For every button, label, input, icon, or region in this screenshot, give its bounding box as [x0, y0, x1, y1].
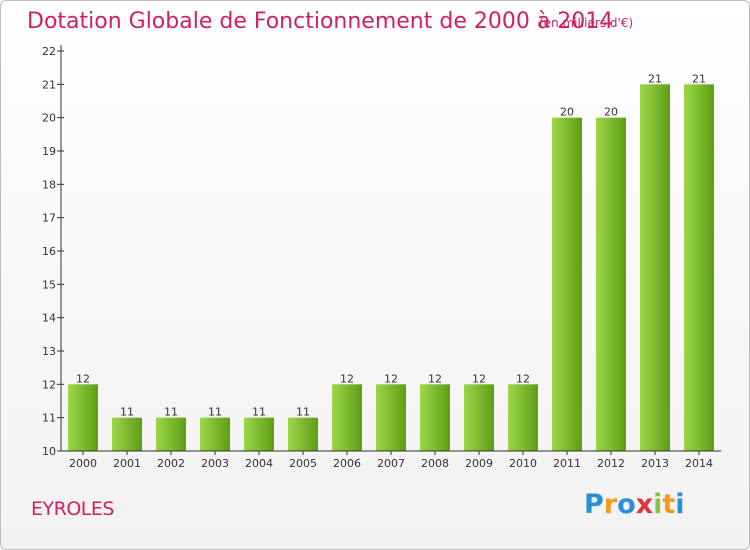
bar: [112, 417, 142, 451]
bar: [508, 384, 538, 451]
chart-title: Dotation Globale de Fonctionnement de 20…: [27, 9, 614, 34]
y-tick-label: 20: [42, 112, 56, 125]
logo-letter: r: [603, 489, 618, 520]
x-tick-label: 2011: [553, 457, 581, 470]
bar-value-label: 11: [164, 406, 178, 419]
bar: [376, 384, 406, 451]
bar: [640, 84, 670, 451]
x-tick-label: 2003: [201, 457, 229, 470]
y-tick-label: 11: [42, 412, 56, 425]
bar-value-label: 11: [296, 406, 310, 419]
bar: [288, 417, 318, 451]
y-tick-label: 18: [42, 178, 56, 191]
y-tick-label: 17: [42, 212, 56, 225]
y-tick-label: 16: [42, 245, 56, 258]
x-tick-label: 2006: [333, 457, 361, 470]
bar: [200, 417, 230, 451]
bar: [464, 384, 494, 451]
bar-value-label: 12: [428, 372, 442, 385]
bar: [332, 384, 362, 451]
bar: [244, 417, 274, 451]
x-tick-label: 2008: [421, 457, 449, 470]
logo-letter: i: [675, 489, 685, 520]
bar-value-label: 11: [252, 406, 266, 419]
logo-letter: o: [617, 489, 636, 520]
x-tick-label: 2010: [509, 457, 537, 470]
y-tick-label: 21: [42, 78, 56, 91]
bar-value-label: 21: [648, 72, 662, 85]
bar: [68, 384, 98, 451]
y-tick-label: 13: [42, 345, 56, 358]
bar: [684, 84, 714, 451]
bar-value-label: 12: [516, 372, 530, 385]
commune-name: EYROLES: [31, 498, 114, 520]
logo-letter: P: [584, 489, 604, 520]
y-tick-label: 12: [42, 378, 56, 391]
x-tick-label: 2005: [289, 457, 317, 470]
x-tick-label: 2012: [597, 457, 625, 470]
logo-letter: i: [653, 489, 663, 520]
bar-value-label: 20: [604, 106, 618, 119]
x-tick-label: 2000: [69, 457, 97, 470]
x-tick-label: 2002: [157, 457, 185, 470]
logo-letter: x: [635, 489, 654, 520]
y-tick-label: 22: [42, 45, 56, 58]
proxiti-logo: Proxiti: [584, 489, 685, 520]
x-tick-label: 2007: [377, 457, 405, 470]
bar: [156, 417, 186, 451]
bar: [552, 117, 582, 452]
y-tick-label: 10: [42, 445, 56, 458]
bar-value-label: 21: [692, 72, 706, 85]
bar: [596, 117, 626, 452]
x-tick-label: 2014: [685, 457, 713, 470]
x-tick-label: 2009: [465, 457, 493, 470]
bar-value-label: 20: [560, 106, 574, 119]
y-tick-label: 15: [42, 278, 56, 291]
x-tick-label: 2001: [113, 457, 141, 470]
y-tick-label: 19: [42, 145, 56, 158]
bar: [420, 384, 450, 451]
bar-value-label: 11: [120, 406, 134, 419]
bar-value-label: 12: [76, 372, 90, 385]
bar-value-label: 12: [384, 372, 398, 385]
bar-value-label: 11: [208, 406, 222, 419]
bar-value-label: 12: [472, 372, 486, 385]
logo-letter: t: [662, 489, 676, 520]
x-tick-label: 2013: [641, 457, 669, 470]
chart-subtitle: (en milliers d'€): [539, 16, 634, 30]
bar-value-label: 12: [340, 372, 354, 385]
y-tick-label: 14: [42, 312, 56, 325]
x-tick-label: 2004: [245, 457, 273, 470]
